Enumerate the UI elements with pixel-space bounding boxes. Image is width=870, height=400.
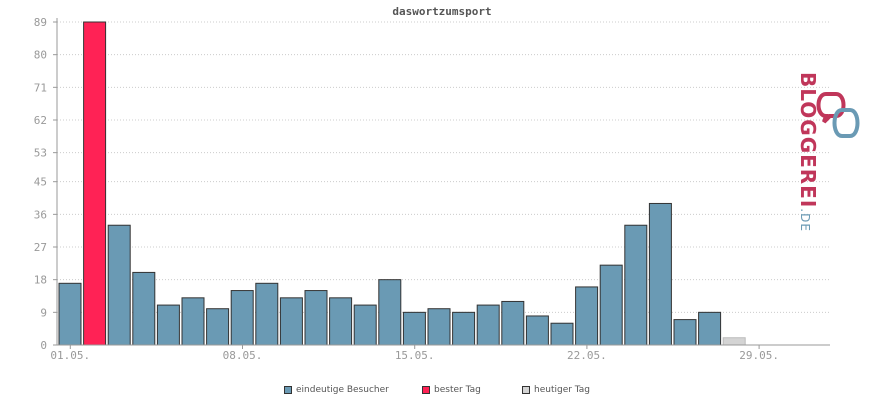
bar-day-24 <box>624 224 648 346</box>
bar-day-22 <box>575 286 599 346</box>
bar-day-3 <box>107 224 131 346</box>
bar-day-28 <box>722 337 746 346</box>
x-tick-label: 22.05. <box>567 349 607 362</box>
y-tick-label: 71 <box>34 81 47 94</box>
bar-day-1 <box>58 282 82 346</box>
y-tick-label: 27 <box>34 241 47 254</box>
bar-day-25 <box>648 202 672 346</box>
bar-day-16 <box>427 308 451 346</box>
bar-day-17 <box>452 311 476 346</box>
legend-label-visitors: eindeutige Besucher <box>296 385 389 395</box>
legend-item-visitors: eindeutige Besucher <box>284 385 389 395</box>
x-tick-label: 01.05. <box>50 349 90 362</box>
bloggerei-logo-text: BLOGGEREI.DE <box>796 72 820 232</box>
bar-day-13 <box>353 304 377 346</box>
bar-day-12 <box>329 297 353 346</box>
bar-day-21 <box>550 322 574 346</box>
logo-main-text: BLOGGEREI <box>796 72 820 209</box>
bar-day-10 <box>279 297 303 346</box>
legend-swatch-today <box>522 386 530 394</box>
logo-suffix-text: .DE <box>798 208 812 232</box>
bar-day-23 <box>599 264 623 346</box>
y-tick-label: 9 <box>40 306 47 319</box>
bars <box>58 21 746 346</box>
y-tick-label: 36 <box>34 208 47 221</box>
legend-item-today: heutiger Tag <box>522 385 590 395</box>
y-tick-label: 53 <box>34 147 47 160</box>
chart-title: daswortzumsport <box>392 5 491 18</box>
legend-label-best-day: bester Tag <box>434 385 481 395</box>
bar-day-15 <box>402 311 426 346</box>
bar-day-5 <box>156 304 180 346</box>
legend-item-best-day: bester Tag <box>422 385 481 395</box>
x-tick-label: 29.05. <box>739 349 779 362</box>
bar-day-19 <box>501 300 525 346</box>
x-tick-label: 15.05. <box>395 349 435 362</box>
legend-swatch-visitors <box>284 386 292 394</box>
legend-label-today: heutiger Tag <box>534 385 591 395</box>
y-tick-label: 89 <box>34 16 47 29</box>
y-tick-label: 0 <box>40 339 47 352</box>
legend: eindeutige Besucher bester Tag heutiger … <box>0 385 870 399</box>
legend-swatch-best-day <box>422 386 430 394</box>
bar-day-20 <box>525 315 549 346</box>
bar-day-11 <box>304 290 328 346</box>
bar-day-7 <box>206 308 230 346</box>
bar-day-26 <box>673 319 697 346</box>
bar-day-27 <box>698 311 722 346</box>
grid-lines <box>57 21 830 313</box>
y-tick-label: 62 <box>34 114 47 127</box>
bar-day-4 <box>132 271 156 346</box>
bloggerei-logo-icon <box>816 92 860 138</box>
y-tick-label: 80 <box>34 49 47 62</box>
x-tick-label: 08.05. <box>223 349 263 362</box>
bar-day-6 <box>181 297 205 346</box>
bar-day-9 <box>255 282 279 346</box>
bar-day-18 <box>476 304 500 346</box>
y-tick-label: 45 <box>34 176 47 189</box>
y-tick-label: 18 <box>34 274 47 287</box>
bar-day-14 <box>378 279 402 346</box>
bar-day-8 <box>230 290 254 346</box>
axes: 0 9 18 27 36 45 53 62 71 80 89 01.05. 08.05. 15.05. 22… <box>34 16 830 362</box>
bar-day-2 <box>83 21 107 346</box>
